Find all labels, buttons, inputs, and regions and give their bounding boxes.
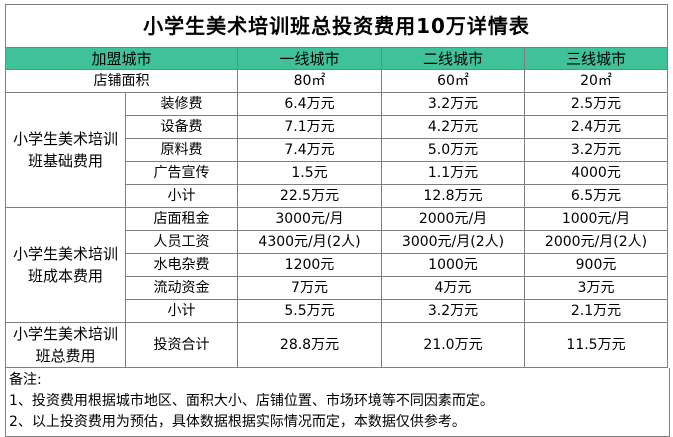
row-label: 广告宣传 [125,161,238,185]
header-city-label: 加盟城市 [5,47,238,70]
cell-tier1: 7.4万元 [237,138,382,162]
cell-tier1: 1200元 [237,253,382,277]
total-tier1: 28.8万元 [237,322,382,368]
cell-tier3: 2000元/月(2人) [523,230,669,254]
notes-line-1: 1、投资费用根据城市地区、面积大小、店铺位置、市场环境等不同因素而定。 [9,393,494,409]
cell-tier2: 4.2万元 [381,115,525,139]
row-label: 设备费 [125,115,238,139]
cell-tier2: 1.1万元 [381,161,525,185]
cell-tier1: 22.5万元 [237,184,382,208]
cell-tier3: 2.1万元 [523,299,669,323]
row-label: 小计 [125,299,238,323]
total-tier3: 11.5万元 [523,322,669,368]
cell-tier1: 7万元 [237,276,382,300]
cell-tier2: 3.2万元 [381,92,525,116]
cell-tier2: 1000元 [381,253,525,277]
cell-tier3: 2.4万元 [523,115,669,139]
cell-tier1: 4300元/月(2人) [237,230,382,254]
table-row: 设备费 7.1万元 4.2万元 2.4万元 [6,115,669,139]
cell-tier3: 1000元/月 [523,207,669,231]
cell-tier1: 6.4万元 [237,92,382,116]
table-row: 流动资金 7万元 4万元 3万元 [6,276,669,300]
cell-tier2: 12.8万元 [381,184,525,208]
row-label: 店面租金 [125,207,238,231]
store-area-row: 店铺面积 80㎡ 60㎡ 20㎡ [5,69,669,93]
row-label: 水电杂费 [125,253,238,277]
store-area-tier2: 60㎡ [381,69,525,93]
total-tier2: 21.0万元 [381,322,525,368]
cell-tier3: 3万元 [523,276,669,300]
cell-tier1: 3000元/月 [237,207,382,231]
cell-tier2: 3.2万元 [381,299,525,323]
store-area-tier3: 20㎡ [523,69,669,93]
row-label: 人员工资 [125,230,238,254]
title-row: 小学生美术培训班总投资费用10万详情表 [4,4,669,48]
table-row: 小学生美术培训班基础费用 装修费 6.4万元 3.2万元 2.5万元 [5,92,669,208]
table-row: 小计 5.5万元 3.2万元 2.1万元 [6,299,669,323]
store-area-tier1: 80㎡ [237,69,382,93]
basic-group-label: 小学生美术培训班基础费用 [5,92,126,208]
cell-tier2: 3000元/月(2人) [381,230,525,254]
cell-tier1: 1.5元 [237,161,382,185]
cell-tier2: 5.0万元 [381,138,525,162]
notes-heading: 备注: [9,372,42,388]
row-label: 小计 [125,184,238,208]
investment-table: 小学生美术培训班总投资费用10万详情表 加盟城市 一线城市 二线城市 三线城市 … [4,4,669,368]
header-tier2: 二线城市 [381,47,525,70]
table-row: 广告宣传 1.5元 1.1万元 4000元 [6,161,669,185]
notes-box: 备注: 1、投资费用根据城市地区、面积大小、店铺位置、市场环境等不同因素而定。 … [5,368,670,437]
total-row: 小学生美术培训班总费用 投资合计 28.8万元 21.0万元 11.5万元 [5,322,669,368]
notes-line-2: 2、以上投资费用为预估，具体数据根据实际情况而定，本数据仅供参考。 [9,414,466,430]
store-area-label: 店铺面积 [5,69,238,93]
header-tier1: 一线城市 [237,47,382,70]
header-tier3: 三线城市 [523,47,669,70]
total-group-label: 小学生美术培训班总费用 [5,322,126,368]
investment-table-sheet: 小学生美术培训班总投资费用10万详情表 加盟城市 一线城市 二线城市 三线城市 … [4,4,670,437]
row-label: 流动资金 [125,276,238,300]
header-row: 加盟城市 一线城市 二线城市 三线城市 [5,47,669,70]
table-title: 小学生美术培训班总投资费用10万详情表 [4,4,669,48]
cell-tier1: 7.1万元 [237,115,382,139]
row-label: 装修费 [125,92,238,116]
cell-tier3: 4000元 [523,161,669,185]
table-row: 原料费 7.4万元 5.0万元 3.2万元 [6,138,669,162]
cost-group-label: 小学生美术培训班成本费用 [5,207,126,323]
cell-tier2: 2000元/月 [381,207,525,231]
table-row: 人员工资 4300元/月(2人) 3000元/月(2人) 2000元/月(2人) [6,230,669,254]
cell-tier3: 6.5万元 [523,184,669,208]
total-label: 投资合计 [125,322,238,368]
cell-tier2: 4万元 [381,276,525,300]
cell-tier3: 3.2万元 [523,138,669,162]
cell-tier1: 5.5万元 [237,299,382,323]
row-label: 原料费 [125,138,238,162]
table-row: 水电杂费 1200元 1000元 900元 [6,253,669,277]
cell-tier3: 900元 [523,253,669,277]
cell-tier3: 2.5万元 [523,92,669,116]
table-row: 小计 22.5万元 12.8万元 6.5万元 [6,184,669,208]
table-row: 小学生美术培训班成本费用 店面租金 3000元/月 2000元/月 1000元/… [5,207,669,323]
